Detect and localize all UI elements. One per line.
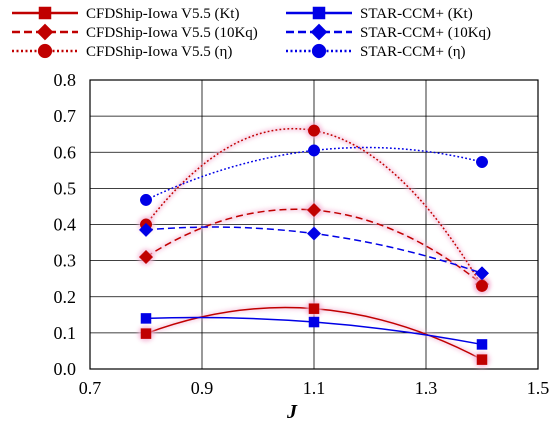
x-tick-label: 1.5 [527,378,550,398]
data-point-marker [308,303,320,314]
legend-swatch-marker [312,6,326,20]
data-point-marker [308,124,320,137]
y-tick-label: 0.4 [54,215,77,235]
data-point-marker [138,249,154,265]
markers [138,122,490,368]
x-tick-label: 1.3 [415,378,438,398]
data-point-marker [476,354,488,365]
y-tick-labels: 0.0 0.1 0.2 0.3 0.4 0.5 0.6 0.7 0.8 [54,70,77,379]
y-tick-label: 0.7 [54,106,77,126]
data-point-marker [308,144,320,157]
data-point-marker [306,202,322,218]
data-point-marker [476,339,488,350]
y-tick-label: 0.2 [54,287,77,307]
legend-swatch-marker [38,6,52,20]
data-point-marker [476,156,488,169]
x-tick-label: 0.7 [79,378,102,398]
legend-label: STAR-CCM+ (η) [360,44,466,60]
legend-label: STAR-CCM+ (10Kq) [360,25,491,41]
y-tick-label: 0.5 [54,178,77,198]
x-tick-label: 1.1 [303,378,326,398]
legend: CFDShip-Iowa V5.5 (Kt) CFDShip-Iowa V5.5 … [12,6,491,60]
data-point-marker [308,316,320,328]
data-point-marker [476,279,488,292]
data-point-marker [306,226,322,241]
series-line [145,127,483,287]
y-tick-label: 0.6 [54,142,77,162]
data-point-marker [474,266,490,281]
data-point-marker [138,222,154,238]
data-point-marker [140,328,152,339]
y-tick-label: 0.3 [54,251,77,271]
legend-label: CFDShip-Iowa V5.5 (η) [86,44,232,60]
series-line [145,146,483,201]
legend-swatch-marker [36,23,54,41]
x-axis-label: J [286,401,298,423]
legend-label: CFDShip-Iowa V5.5 (10Kq) [86,25,258,41]
legend-swatch-marker [37,43,53,59]
legend-label: CFDShip-Iowa V5.5 (Kt) [86,6,239,22]
y-tick-label: 0.1 [54,323,77,343]
y-tick-label: 0.0 [54,359,77,379]
legend-swatch-marker [310,23,328,41]
data-point-marker [140,313,152,324]
grid [90,80,538,369]
legend-swatch-marker [311,43,327,59]
y-tick-label: 0.8 [54,70,77,90]
x-tick-label: 0.9 [191,378,214,398]
legend-label: STAR-CCM+ (Kt) [360,6,473,22]
x-tick-labels: 0.7 0.9 1.1 1.3 1.5 [79,378,550,398]
data-point-marker [140,193,152,206]
